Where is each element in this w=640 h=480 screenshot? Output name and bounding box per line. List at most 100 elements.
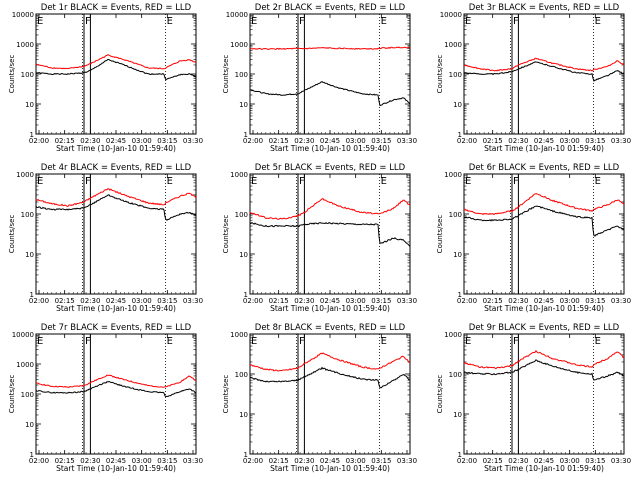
x-tick-label: 03:00: [346, 457, 366, 465]
x-tick-label: 02:15: [483, 457, 503, 465]
region-marker-label: E: [167, 16, 173, 27]
x-tick-label: 03:15: [371, 137, 391, 145]
region-marker-label: F: [299, 16, 305, 27]
y-axis-label: Counts/sec: [222, 55, 230, 94]
series-line-events: [463, 359, 625, 381]
panel-title: Det 8r BLACK = Events, RED = LLD: [255, 323, 406, 333]
region-marker-label: E: [465, 176, 471, 187]
plot-frame: [249, 173, 411, 295]
panel-det-6: Det 6r BLACK = Events, RED = LLD 1 10 100 10…: [436, 163, 631, 313]
x-tick-label: 03:30: [183, 457, 203, 465]
y-tick-label: 1: [244, 131, 248, 139]
y-tick-label: 1000: [230, 41, 248, 49]
y-tick-label: 1000: [16, 361, 34, 369]
x-tick-label: 02:45: [534, 457, 554, 465]
x-axis-label: Start Time (10-Jan-10 01:59:40): [270, 304, 390, 313]
x-tick-label: 02:30: [508, 457, 528, 465]
y-tick-label: 1: [458, 291, 462, 299]
region-marker-label: F: [513, 176, 519, 187]
region-marker-label: E: [251, 16, 257, 27]
region-marker-label: E: [37, 16, 43, 27]
x-tick-label: 03:15: [585, 137, 605, 145]
x-tick-label: 03:30: [611, 457, 631, 465]
x-tick-label: 03:00: [346, 137, 366, 145]
x-tick-label: 02:00: [457, 137, 477, 145]
region-marker-label: E: [381, 336, 387, 347]
x-tick-label: 02:15: [269, 297, 289, 305]
x-tick-label: 03:15: [157, 457, 177, 465]
y-tick-label: 10000: [226, 11, 248, 19]
x-tick-label: 03:30: [397, 457, 417, 465]
x-tick-label: 02:45: [534, 137, 554, 145]
x-tick-label: 02:15: [269, 457, 289, 465]
x-axis-label: Start Time (10-Jan-10 01:59:40): [484, 144, 604, 153]
panel-det-8: Det 8r BLACK = Events, RED = LLD 1 10 100 10…: [222, 323, 417, 473]
y-tick-label: 100: [449, 211, 462, 219]
plot-frame: [463, 333, 625, 455]
series-line-lld: [249, 352, 411, 372]
x-tick-label: 02:15: [269, 137, 289, 145]
y-tick-label: 10000: [440, 11, 462, 19]
panel-title: Det 5r BLACK = Events, RED = LLD: [255, 163, 406, 173]
x-tick-label: 02:00: [243, 457, 263, 465]
region-marker-label: E: [251, 176, 257, 187]
region-marker-label: E: [251, 336, 257, 347]
x-tick-label: 02:15: [55, 297, 75, 305]
region-marker-label: E: [381, 16, 387, 27]
y-tick-label: 1: [458, 451, 462, 459]
x-tick-label: 03:15: [585, 297, 605, 305]
region-marker-label: E: [37, 336, 43, 347]
x-axis-label: Start Time (10-Jan-10 01:59:40): [56, 304, 176, 313]
panel-det-4: Det 4r BLACK = Events, RED = LLD 1 10 100 10…: [8, 163, 203, 313]
y-axis-label: Counts/sec: [222, 215, 230, 254]
panel-det-9: Det 9r BLACK = Events, RED = LLD 1 10 100 10…: [436, 323, 631, 473]
x-tick-label: 02:00: [29, 457, 49, 465]
panel-title: Det 3r BLACK = Events, RED = LLD: [469, 3, 620, 13]
x-tick-label: 03:30: [611, 297, 631, 305]
panel-title: Det 7r BLACK = Events, RED = LLD: [41, 323, 192, 333]
y-tick-label: 100: [235, 211, 248, 219]
y-axis-label: Counts/sec: [436, 375, 444, 414]
y-tick-label: 100: [235, 71, 248, 79]
y-tick-label: 10: [239, 411, 248, 419]
y-tick-label: 1: [30, 451, 34, 459]
x-tick-label: 02:45: [106, 137, 126, 145]
y-tick-label: 100: [235, 371, 248, 379]
x-tick-label: 02:45: [534, 297, 554, 305]
x-tick-label: 03:15: [585, 457, 605, 465]
region-marker-label: E: [167, 336, 173, 347]
y-tick-label: 1000: [16, 41, 34, 49]
x-tick-label: 03:15: [371, 457, 391, 465]
x-tick-label: 03:00: [560, 137, 580, 145]
panel-det-3: Det 3r BLACK = Events, RED = LLD 1 10 100 10…: [436, 3, 631, 153]
y-tick-label: 10: [239, 101, 248, 109]
y-tick-label: 1000: [230, 171, 248, 179]
series-line-lld: [35, 188, 197, 207]
x-tick-label: 02:00: [243, 297, 263, 305]
y-tick-label: 10000: [12, 331, 34, 339]
y-tick-label: 1000: [16, 171, 34, 179]
y-tick-label: 100: [21, 211, 34, 219]
region-marker-label: E: [381, 176, 387, 187]
region-marker-label: F: [513, 16, 519, 27]
plot-frame: [249, 333, 411, 455]
y-tick-label: 1: [30, 131, 34, 139]
y-axis-label: Counts/sec: [8, 375, 16, 414]
x-tick-label: 02:30: [294, 457, 314, 465]
region-marker-label: E: [595, 16, 601, 27]
series-line-events: [35, 380, 196, 398]
y-tick-label: 1000: [230, 331, 248, 339]
region-marker-label: F: [513, 336, 519, 347]
y-tick-label: 1: [30, 291, 34, 299]
panel-det-7: Det 7r BLACK = Events, RED = LLD 1 10 100 10…: [8, 323, 203, 473]
x-tick-label: 02:00: [29, 137, 49, 145]
x-tick-label: 03:15: [157, 297, 177, 305]
region-marker-label: F: [85, 336, 91, 347]
x-tick-label: 02:15: [483, 297, 503, 305]
x-axis-label: Start Time (10-Jan-10 01:59:40): [56, 144, 176, 153]
series-line-lld: [463, 193, 625, 216]
x-tick-label: 02:30: [80, 457, 100, 465]
x-tick-label: 03:30: [611, 137, 631, 145]
y-tick-label: 1: [244, 291, 248, 299]
series-line-events: [249, 366, 411, 389]
